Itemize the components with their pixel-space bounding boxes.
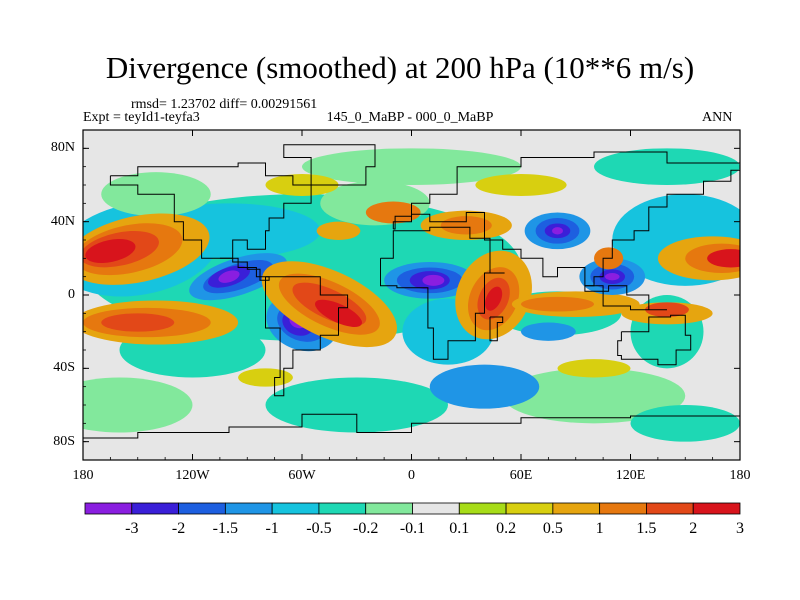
se-asia-purple (604, 273, 620, 281)
colorbar-swatch (646, 502, 694, 515)
colorbar-swatch (365, 502, 413, 515)
colorbar-label: -0.1 (399, 520, 426, 537)
y-tick-label: 40N (50, 213, 75, 229)
colorbar-label: 0.5 (542, 520, 563, 537)
coastlines (83, 144, 740, 460)
colorbar-swatch (599, 502, 647, 515)
indian-orange (521, 296, 594, 312)
x-tick-label: 180 (729, 468, 751, 483)
colorbar-swatch (505, 502, 554, 515)
southern-ocean-band-3 (502, 368, 686, 424)
s-pacific-orange-red (101, 313, 175, 332)
y-tick-label: 40S (53, 360, 75, 376)
colorbar-label: 1 (595, 520, 604, 537)
australia-coast (617, 314, 692, 366)
x-tick-label: 60E (509, 468, 533, 483)
e-africa-red (485, 286, 503, 311)
madagascar-coast (489, 316, 504, 342)
colorbar-swatch (178, 502, 226, 515)
x-tick-label: 60W (288, 468, 316, 483)
s-indian-sky (521, 322, 576, 341)
colorbar-label: -0.5 (306, 520, 332, 537)
colorbar-label: 3 (736, 520, 744, 537)
chart-title: Divergence (smoothed) at 200 hPa (10**6 … (105, 50, 695, 85)
southern-ocean-band-2 (265, 377, 448, 433)
colorbar-label: 0.1 (449, 520, 470, 537)
south-america-coast (265, 276, 349, 397)
africa-coast (380, 226, 505, 360)
colorbar-label: 0.2 (496, 520, 517, 537)
nw-pacific-red (707, 249, 740, 268)
russia-yellow (475, 174, 567, 196)
arctic-band (302, 148, 521, 186)
patagonia-yellow (238, 368, 293, 387)
colorbar-swatch (412, 502, 460, 515)
expt-label: Expt = teyId1-teyfa3 (83, 110, 200, 125)
europe-orange (365, 201, 421, 224)
colorbar-swatch (84, 502, 133, 515)
n-pacific-red (85, 239, 136, 263)
season-label: ANN (702, 110, 733, 125)
indonesia-coast (584, 285, 667, 311)
siberia-band (594, 148, 740, 186)
greenland-coast (283, 144, 376, 186)
x-tick-label: 180 (72, 468, 94, 483)
antarctica-coast (83, 413, 740, 460)
x-tick-label: 120E (615, 468, 646, 483)
colorbar-label: 1.5 (636, 520, 657, 537)
colorbar-swatch (318, 502, 367, 515)
colorbar-swatch (458, 502, 507, 515)
colorbar-label: 2 (689, 520, 698, 537)
southern-ocean-band-1 (83, 377, 193, 433)
colorbar-swatch (131, 502, 179, 515)
southern-ocean-band-4 (630, 405, 740, 442)
mideast-orange (440, 216, 492, 235)
colorbar-label: -2 (171, 520, 186, 537)
azores-amber (316, 221, 361, 240)
central-america-coast (219, 257, 270, 281)
tibet-purple (552, 227, 563, 235)
colorbar-swatch (271, 502, 320, 515)
colorbar-swatch (224, 502, 273, 515)
chart-subtitle: 145_0_MaBP - 000_0_MaBP (326, 110, 494, 125)
indian-south-yellow (557, 359, 631, 378)
cent-america-purple (218, 270, 240, 283)
stats-line: rmsd= 1.23702 diff= 0.00291561 (131, 97, 318, 112)
x-tick-label: 120W (175, 468, 210, 483)
colorbar-swatch (692, 502, 741, 515)
n-africa-purple (422, 274, 445, 286)
north-america-coast (109, 162, 312, 259)
eurasia-coast (392, 151, 740, 287)
colorbar-label: -0.2 (353, 520, 379, 537)
colorbar-label: -1.5 (212, 520, 238, 537)
colorbar-label: -1 (265, 520, 279, 537)
x-tick-label: 0 (408, 468, 415, 483)
colorbar-label: -3 (125, 520, 139, 537)
south-indian-band (429, 364, 540, 409)
y-tick-label: 80N (50, 140, 75, 156)
field-layer (83, 130, 740, 460)
colorbar-swatch (552, 502, 601, 515)
y-tick-label: 0 (68, 287, 75, 302)
y-tick-label: 80S (53, 433, 75, 449)
